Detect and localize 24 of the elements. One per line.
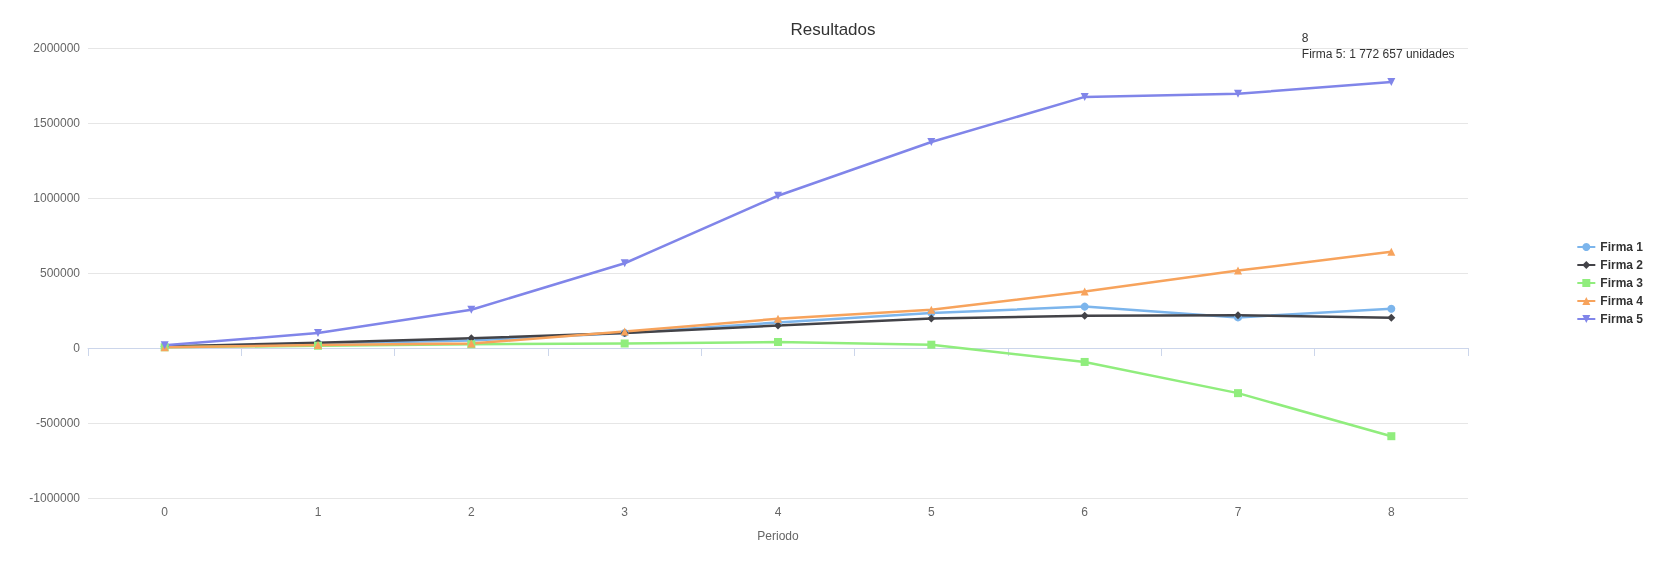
x-tick-label: 7: [1234, 505, 1242, 519]
x-axis-title: Periodo: [757, 529, 799, 543]
chart-title: Resultados: [790, 20, 876, 39]
y-tick-label: 0: [73, 341, 81, 355]
x-tick-label: 4: [774, 505, 782, 519]
legend-label: Firma 2: [1600, 258, 1644, 272]
legend-label: Firma 4: [1600, 294, 1644, 308]
y-tick-label: -500000: [35, 416, 81, 430]
x-tick-label: 5: [927, 505, 935, 519]
x-tick-label: 0: [161, 505, 169, 519]
legend-label: Firma 5: [1600, 312, 1644, 326]
y-tick-label: 500000: [39, 266, 81, 280]
x-tick-label: 1: [314, 505, 322, 519]
y-tick-label: 1000000: [33, 191, 81, 205]
legend-label: Firma 3: [1600, 276, 1644, 290]
x-tick-label: 3: [621, 505, 629, 519]
y-tick-label: 1500000: [33, 116, 81, 130]
legend-label: Firma 1: [1600, 240, 1644, 254]
x-tick-label: 8: [1387, 505, 1395, 519]
y-tick-label: -1000000: [29, 491, 81, 505]
y-tick-label: 2000000: [33, 41, 81, 55]
x-tick-label: 2: [467, 505, 475, 519]
x-tick-label: 6: [1081, 505, 1089, 519]
annotation: 8 Firma 5: 1 772 657 unidades: [1301, 31, 1455, 62]
